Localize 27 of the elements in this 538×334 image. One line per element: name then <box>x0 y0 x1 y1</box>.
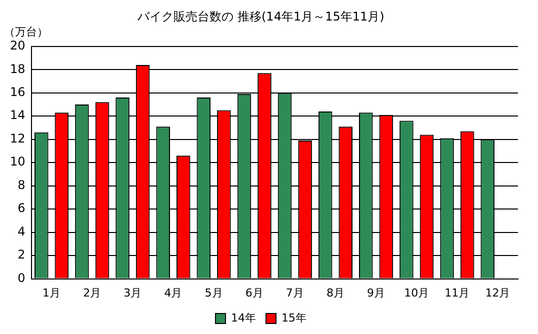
x-tick-label: 6月 <box>245 286 264 300</box>
x-tick-label: 11月 <box>444 286 470 300</box>
x-tick-label: 4月 <box>164 286 182 300</box>
chart-title: バイク販売台数の 推移(14年1月～15年11月) <box>136 9 384 24</box>
x-tick-label: 5月 <box>204 286 223 300</box>
x-tick-label: 12月 <box>485 286 510 300</box>
y-tick-label: 12 <box>10 131 26 146</box>
y-tick-label: 14 <box>10 108 26 122</box>
y-tick-label: 16 <box>10 85 26 100</box>
x-tick-label: 3月 <box>124 286 142 300</box>
y-tick-label: 20 <box>10 38 26 53</box>
y-axis-title: （万台） <box>4 25 48 38</box>
x-tick-label: 2月 <box>83 286 102 300</box>
y-tick-label: 18 <box>10 62 26 76</box>
x-tick-label: 9月 <box>367 286 386 300</box>
x-tick-label: 1月 <box>42 286 61 300</box>
y-tick-label: 10 <box>10 154 26 169</box>
legend-label: 14年 <box>231 311 256 324</box>
y-tick-label: 8 <box>18 178 26 192</box>
y-tick-label: 4 <box>18 224 26 238</box>
y-tick-label: 6 <box>18 201 26 216</box>
y-tick-label: 2 <box>18 248 26 262</box>
x-tick-label: 10月 <box>404 286 430 300</box>
legend-label: 15年 <box>282 311 306 324</box>
y-tick-label: 0 <box>18 270 26 285</box>
x-tick-label: 8月 <box>326 286 344 300</box>
x-tick-label: 7月 <box>286 286 304 300</box>
